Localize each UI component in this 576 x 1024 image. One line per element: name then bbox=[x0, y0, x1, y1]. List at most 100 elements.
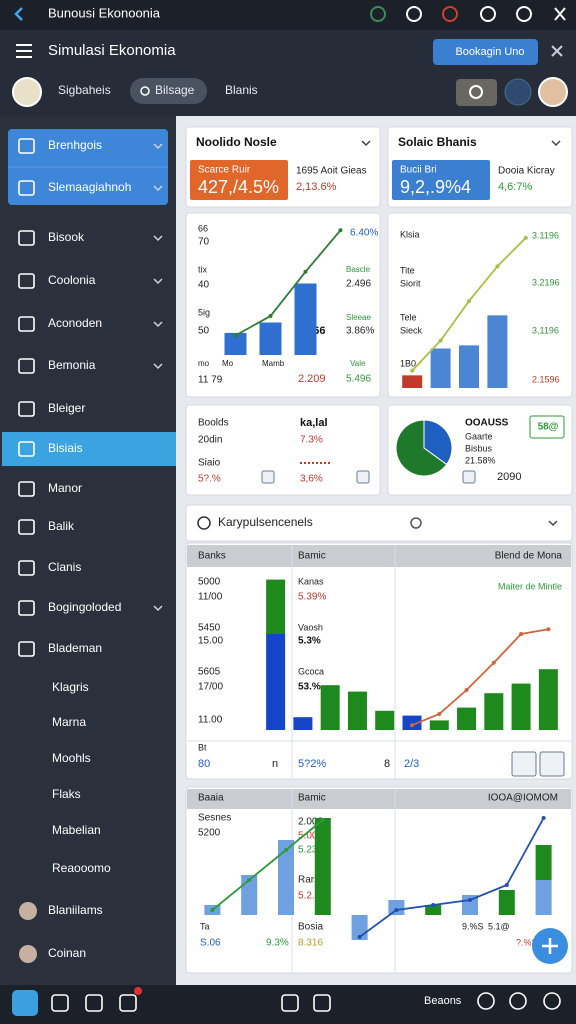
sidebar-item[interactable]: Moohls bbox=[52, 751, 91, 765]
sidebar-item[interactable]: Reaooomo bbox=[52, 861, 111, 875]
sidebar-item[interactable]: Brenhgois bbox=[48, 138, 102, 152]
line-point bbox=[284, 848, 288, 852]
sidebar-selected bbox=[2, 432, 176, 466]
sidebar-item[interactable]: Manor bbox=[48, 481, 82, 495]
card bbox=[185, 786, 573, 974]
line-point bbox=[431, 903, 436, 907]
sidebar-icon bbox=[18, 273, 35, 289]
sidebar-icon bbox=[18, 138, 35, 154]
section-action[interactable] bbox=[410, 517, 422, 529]
sidebar-item[interactable]: Bisook bbox=[48, 230, 85, 244]
sidebar-item[interactable]: Blaniilams bbox=[48, 903, 103, 917]
bar bbox=[484, 693, 504, 730]
sidebar-item[interactable]: Blademan bbox=[48, 641, 102, 655]
sidebar-item[interactable]: Slemaagiahnoh bbox=[48, 180, 131, 194]
tab[interactable]: Bilsage bbox=[155, 83, 195, 97]
chevron bbox=[551, 140, 561, 147]
sidebar-item[interactable]: Klagris bbox=[52, 680, 89, 694]
panel-label: Banks bbox=[198, 551, 226, 562]
bar bbox=[293, 717, 313, 730]
bar bbox=[538, 669, 558, 730]
icon-button[interactable] bbox=[356, 470, 370, 484]
bottom-icon[interactable] bbox=[281, 994, 299, 1012]
chevron bbox=[153, 605, 163, 612]
tab[interactable]: Blanis bbox=[225, 83, 258, 97]
status-icon[interactable] bbox=[442, 6, 458, 22]
header-button[interactable] bbox=[433, 39, 538, 65]
sidebar-item[interactable]: Coolonia bbox=[48, 273, 96, 287]
pie-slice bbox=[395, 419, 448, 477]
sidebar-item[interactable]: Balik bbox=[48, 519, 75, 533]
bottom-icon[interactable] bbox=[543, 992, 561, 1010]
tab[interactable]: Sigbaheis bbox=[58, 83, 111, 97]
bottom-label[interactable]: Beaons bbox=[424, 995, 462, 1007]
section-title: Karypulsencenels bbox=[218, 515, 313, 529]
panel-label: 8 bbox=[384, 758, 390, 770]
chevron bbox=[153, 235, 163, 242]
sidebar-item[interactable]: Aconoden bbox=[48, 316, 102, 330]
sidebar-item[interactable]: Bisiais bbox=[48, 441, 83, 455]
chevron bbox=[153, 278, 163, 285]
line-point bbox=[210, 908, 215, 912]
bottom-icon[interactable] bbox=[313, 994, 331, 1012]
sidebar-item[interactable]: Bleiger bbox=[48, 401, 85, 415]
panel-label: ka,lal bbox=[300, 417, 328, 429]
panel-label: 11.00 bbox=[198, 715, 223, 726]
header-button-label[interactable]: Bookagin Uno bbox=[455, 46, 524, 58]
line-point bbox=[394, 908, 399, 912]
icon-button[interactable] bbox=[462, 470, 476, 484]
sidebar-icon bbox=[18, 481, 35, 497]
panel-label: 5000 bbox=[198, 577, 221, 588]
panel-label: 6.40% bbox=[350, 228, 378, 239]
bottom-icon[interactable] bbox=[119, 994, 137, 1012]
panel-label: Gaarte bbox=[465, 431, 493, 441]
status-icon[interactable] bbox=[480, 6, 496, 22]
status-icon[interactable] bbox=[406, 6, 422, 22]
tab-pill[interactable] bbox=[130, 78, 207, 104]
line-point bbox=[338, 228, 343, 233]
bar bbox=[278, 840, 294, 915]
bottom-icon[interactable] bbox=[477, 992, 495, 1010]
status-icon[interactable] bbox=[370, 6, 386, 22]
panel-label: 58@ bbox=[538, 422, 559, 433]
sidebar-icon bbox=[18, 641, 35, 657]
sidebar-icon bbox=[18, 519, 35, 535]
bar bbox=[402, 375, 423, 388]
panel-label: 1B0 bbox=[400, 358, 416, 368]
line-point bbox=[410, 723, 414, 728]
sidebar-item[interactable]: Flaks bbox=[52, 787, 81, 801]
status-icon[interactable] bbox=[516, 6, 532, 22]
help-button[interactable] bbox=[504, 78, 532, 106]
icon-button[interactable] bbox=[261, 470, 275, 484]
bottom-icon[interactable] bbox=[51, 994, 69, 1012]
panel-label: Klsia bbox=[400, 229, 420, 239]
sidebar-item[interactable]: Marna bbox=[52, 715, 86, 729]
sidebar-item[interactable]: Clanis bbox=[48, 560, 81, 574]
sidebar-item[interactable]: Coinan bbox=[48, 946, 86, 960]
bottom-icon[interactable] bbox=[85, 994, 103, 1012]
panel-label: 21.58% bbox=[465, 455, 496, 465]
sidebar-item[interactable]: Bogingoloded bbox=[48, 600, 121, 614]
bar bbox=[347, 691, 367, 730]
panel-label: Sieck bbox=[400, 325, 423, 335]
line-point bbox=[303, 269, 308, 274]
sidebar-item[interactable]: Bemonia bbox=[48, 358, 96, 372]
close-icon[interactable] bbox=[554, 7, 566, 21]
status-title: Bunousi Ekonoonia bbox=[48, 5, 161, 20]
close-icon[interactable] bbox=[551, 45, 563, 57]
icon-button[interactable] bbox=[511, 751, 537, 777]
bottom-icon[interactable] bbox=[12, 990, 38, 1016]
search-button[interactable] bbox=[456, 79, 497, 106]
panel-label: 3.1196 bbox=[532, 230, 559, 240]
bottom-icon[interactable] bbox=[509, 992, 527, 1010]
panel-label: 5605 bbox=[198, 667, 221, 678]
avatar[interactable] bbox=[538, 77, 568, 107]
icon-button[interactable] bbox=[539, 751, 565, 777]
sidebar-item[interactable]: Mabelian bbox=[52, 823, 101, 837]
line-point bbox=[233, 333, 238, 338]
bar bbox=[487, 315, 508, 388]
back-icon[interactable] bbox=[14, 7, 23, 21]
line-point bbox=[268, 314, 273, 318]
panel-label: 2.00? bbox=[298, 817, 323, 828]
